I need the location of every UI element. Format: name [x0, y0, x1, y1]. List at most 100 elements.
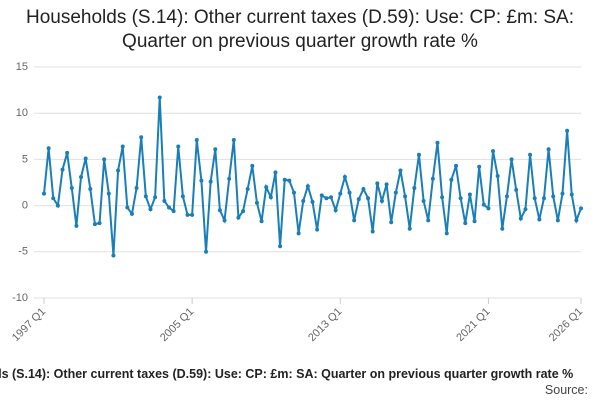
point — [116, 168, 121, 173]
point — [361, 186, 366, 191]
point — [162, 198, 167, 203]
point — [291, 190, 296, 195]
point — [83, 156, 88, 161]
point — [148, 207, 153, 212]
point — [407, 226, 412, 231]
point — [213, 147, 218, 152]
x-tick-label: 1997 Q1 — [10, 306, 48, 344]
x-tick-label: 2021 Q1 — [454, 306, 492, 344]
point — [194, 137, 199, 142]
point — [393, 190, 398, 195]
point — [125, 205, 130, 210]
point — [241, 209, 246, 214]
y-tick-label: -10 — [12, 292, 28, 304]
point — [458, 196, 463, 201]
point — [88, 186, 93, 191]
point — [375, 181, 380, 186]
point — [477, 164, 482, 169]
y-tick-label: 15 — [16, 61, 28, 73]
point — [69, 186, 74, 191]
point — [46, 146, 51, 151]
point — [51, 196, 56, 201]
chart-title: Households (S.14): Other current taxes (… — [25, 7, 575, 52]
point — [55, 203, 60, 208]
point — [264, 185, 269, 190]
point — [324, 196, 329, 201]
point — [449, 177, 454, 182]
point — [541, 196, 546, 201]
point — [222, 218, 227, 223]
x-tick-label: 2005 Q1 — [158, 306, 196, 344]
point — [180, 194, 185, 199]
point — [366, 196, 371, 201]
point — [310, 199, 315, 204]
point — [403, 194, 408, 199]
point — [236, 215, 241, 220]
point — [208, 179, 213, 184]
point — [440, 195, 445, 200]
y-tick-label: -5 — [18, 246, 28, 258]
point — [273, 170, 278, 175]
point — [143, 194, 148, 199]
point — [65, 150, 70, 155]
point — [518, 216, 523, 221]
point — [472, 219, 477, 224]
point — [555, 218, 560, 223]
point — [333, 208, 338, 213]
point — [157, 95, 162, 100]
point — [176, 144, 181, 149]
point — [134, 186, 139, 191]
point — [287, 178, 292, 183]
source: Source: — [544, 383, 588, 397]
point — [444, 231, 449, 236]
point — [384, 182, 389, 187]
x-tick-label: 2026 Q1 — [547, 306, 585, 344]
point — [111, 253, 116, 258]
point — [250, 163, 255, 168]
point — [139, 135, 144, 140]
point — [278, 244, 283, 249]
point — [315, 227, 320, 232]
point — [435, 140, 440, 145]
y-tick-label: 5 — [22, 153, 28, 165]
point — [551, 194, 556, 199]
point — [398, 168, 403, 173]
point — [153, 195, 158, 200]
footer: Households (S.14): Other current taxes (… — [0, 367, 574, 381]
point — [185, 212, 190, 217]
point — [579, 206, 583, 211]
point — [106, 191, 111, 196]
point — [166, 205, 171, 210]
point — [514, 187, 519, 192]
point — [416, 152, 421, 157]
line — [43, 97, 582, 256]
point — [560, 191, 565, 196]
point — [245, 186, 250, 191]
point — [565, 128, 570, 133]
point — [227, 176, 232, 181]
point — [338, 191, 343, 196]
point — [509, 157, 514, 162]
point — [171, 209, 176, 214]
point — [352, 218, 357, 223]
point — [268, 195, 273, 200]
point — [190, 212, 195, 217]
point — [412, 186, 417, 191]
point — [426, 218, 431, 223]
point — [537, 217, 542, 222]
point — [454, 163, 459, 168]
point — [231, 137, 236, 142]
point — [199, 178, 204, 183]
point — [204, 249, 209, 254]
point — [491, 149, 496, 154]
point — [379, 198, 384, 203]
point — [319, 193, 324, 198]
point — [528, 152, 533, 157]
point — [356, 197, 361, 202]
y-tick-label: 0 — [22, 200, 28, 212]
point — [129, 211, 134, 216]
point — [305, 184, 310, 189]
point — [254, 200, 259, 205]
point — [486, 206, 491, 211]
